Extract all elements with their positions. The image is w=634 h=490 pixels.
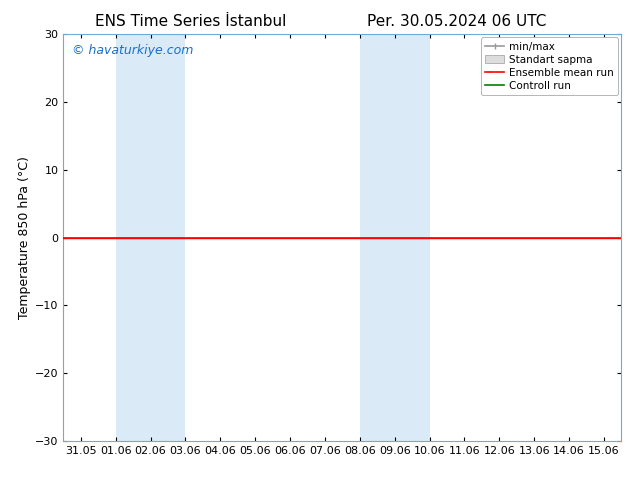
Text: ENS Time Series İstanbul: ENS Time Series İstanbul [94,14,286,29]
Legend: min/max, Standart sapma, Ensemble mean run, Controll run: min/max, Standart sapma, Ensemble mean r… [481,37,618,95]
Text: © havaturkiye.com: © havaturkiye.com [72,45,193,57]
Bar [116,34,185,441]
Text: Per. 30.05.2024 06 UTC: Per. 30.05.2024 06 UTC [367,14,546,29]
Y-axis label: Temperature 850 hPa (°C): Temperature 850 hPa (°C) [18,156,31,319]
Bar [359,34,429,441]
